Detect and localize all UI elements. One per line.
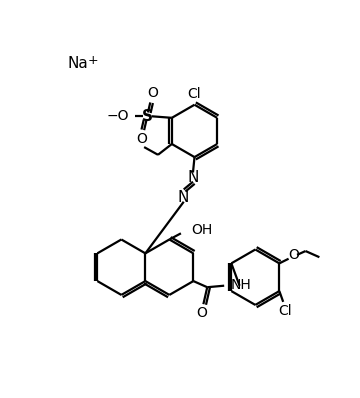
Text: Na: Na: [67, 56, 88, 71]
Text: O: O: [136, 133, 147, 146]
Text: NH: NH: [230, 278, 251, 292]
Text: Cl: Cl: [188, 87, 201, 101]
Text: Cl: Cl: [278, 304, 292, 318]
Text: O: O: [288, 248, 300, 262]
Text: OH: OH: [191, 223, 212, 237]
Text: S: S: [142, 109, 153, 124]
Text: N: N: [187, 170, 199, 185]
Text: +: +: [87, 54, 98, 66]
Text: N: N: [177, 189, 189, 205]
Text: −O: −O: [107, 109, 130, 123]
Text: O: O: [197, 306, 207, 320]
Text: O: O: [147, 86, 158, 100]
